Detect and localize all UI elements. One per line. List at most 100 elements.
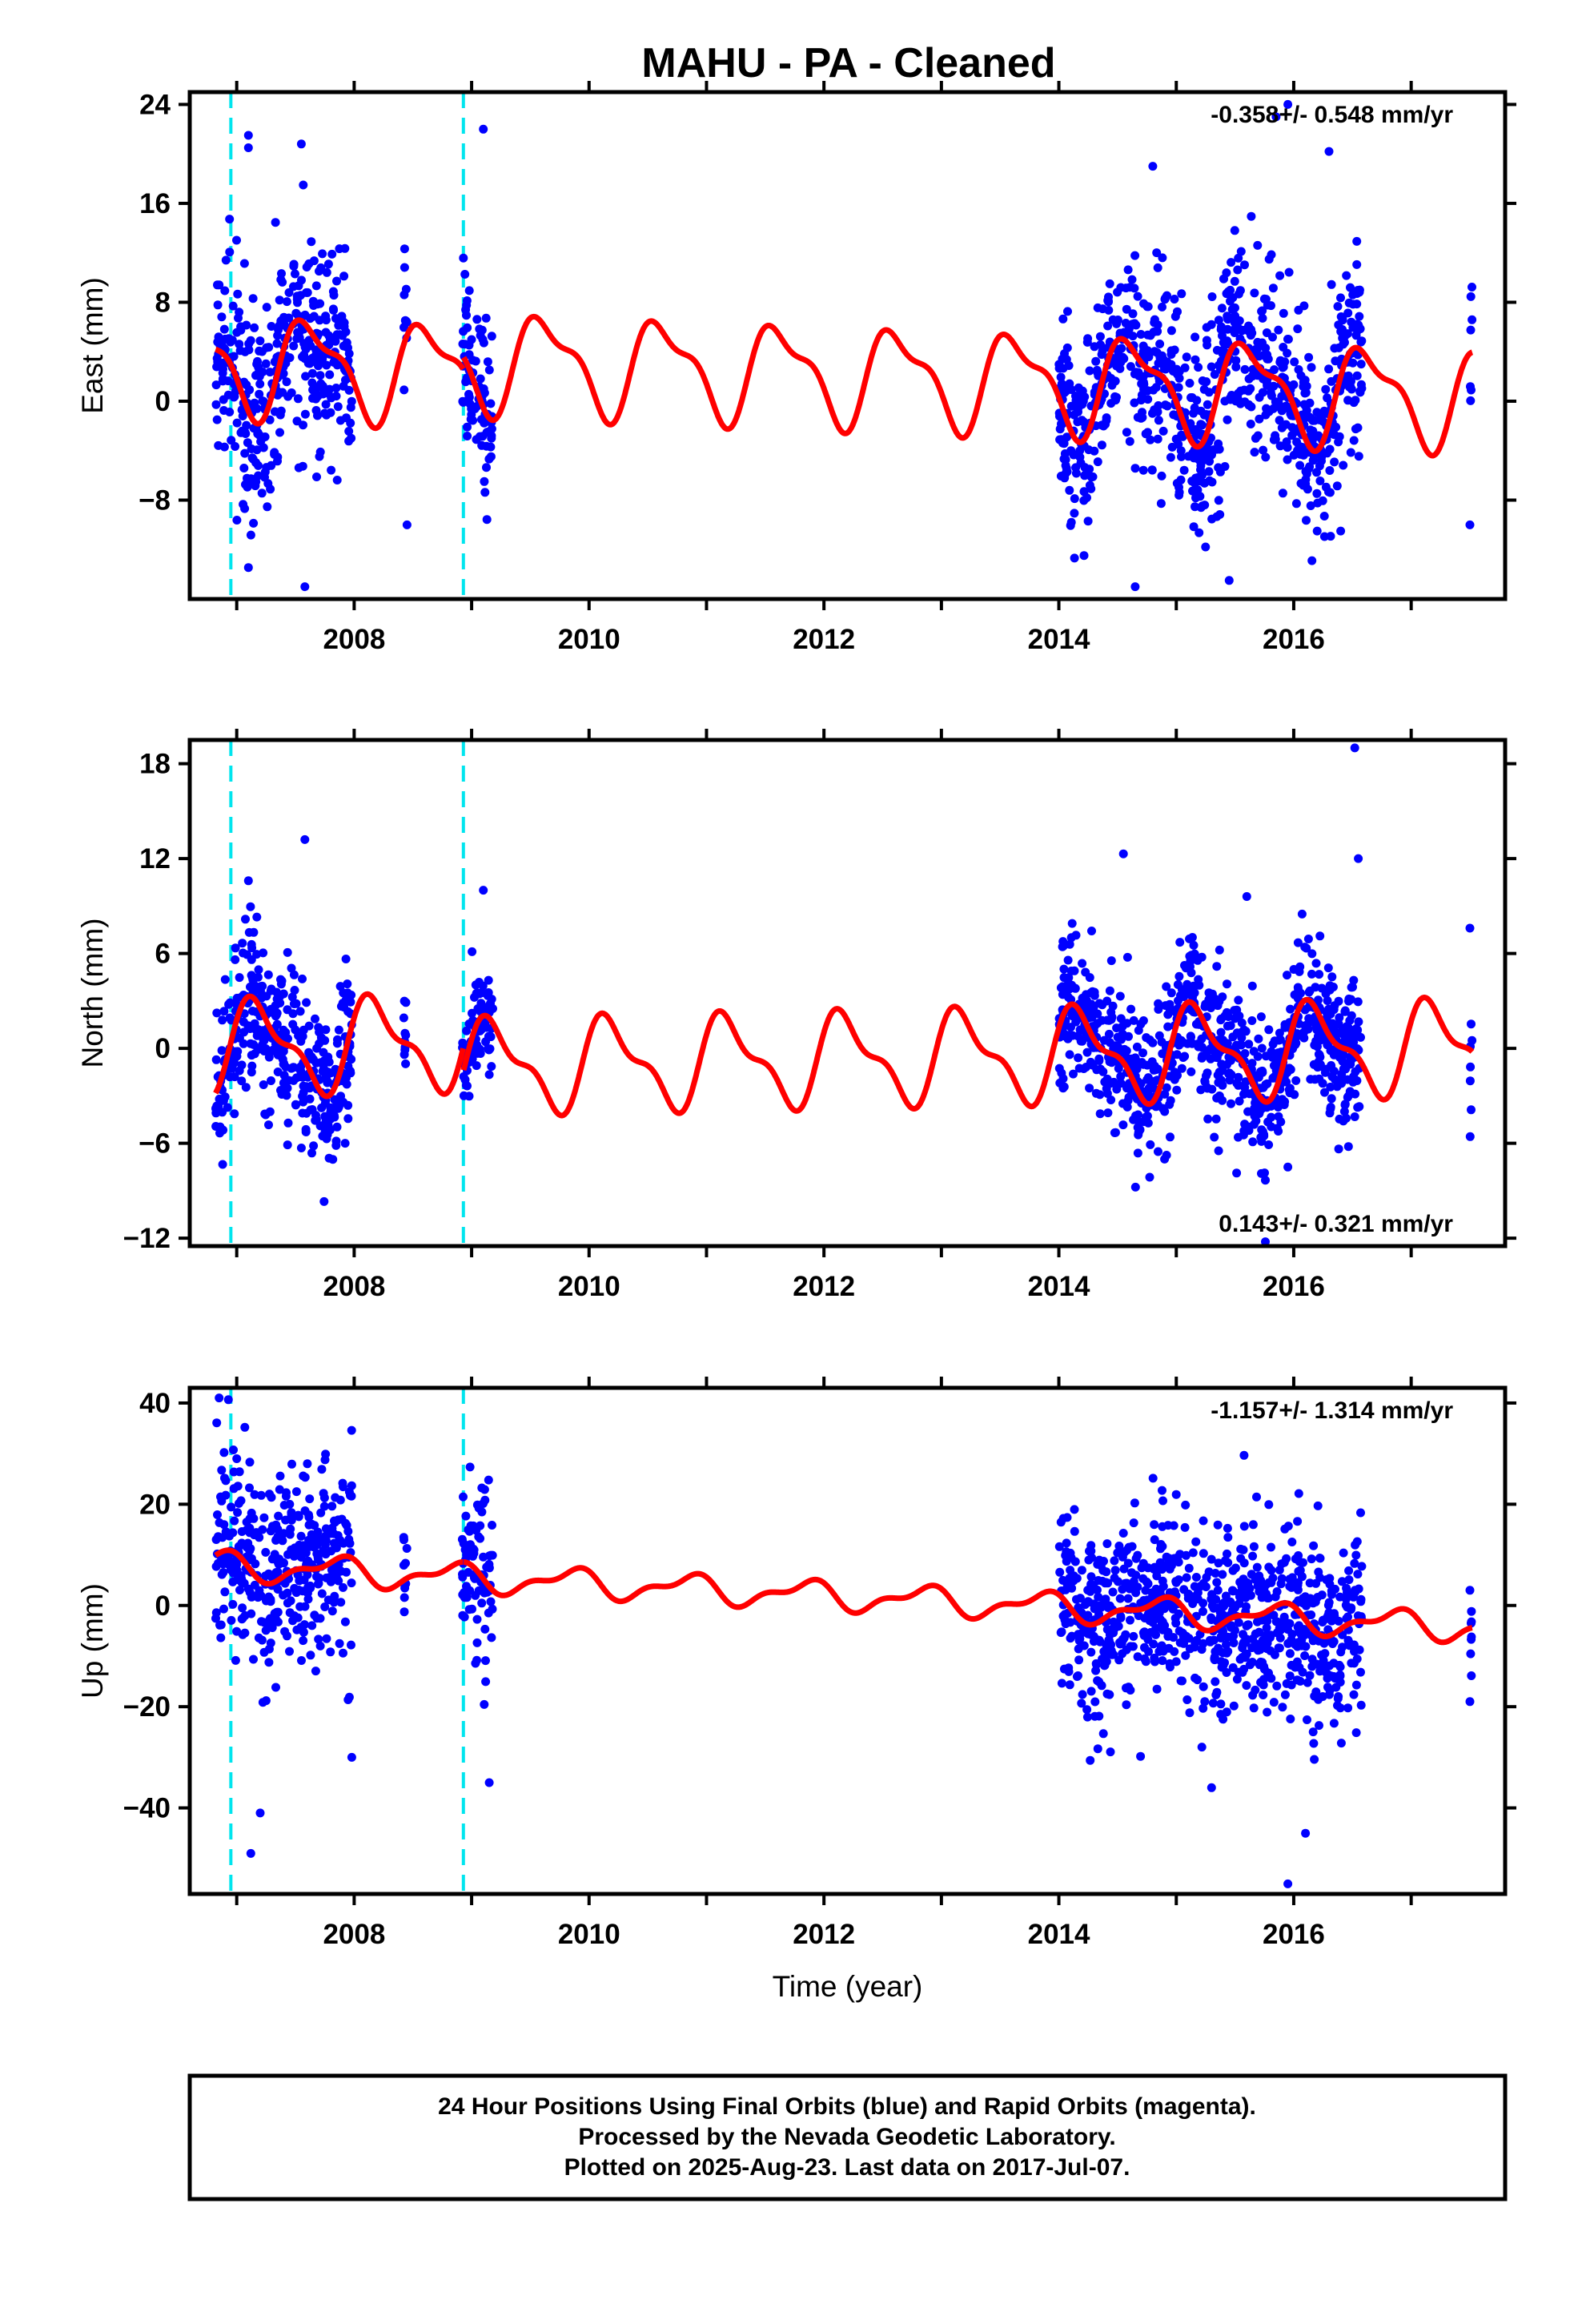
data-point <box>253 1529 262 1538</box>
data-point <box>1222 268 1231 278</box>
data-point <box>331 384 341 392</box>
data-point <box>285 353 295 363</box>
x-tick-label: 2014 <box>1028 624 1090 655</box>
data-point <box>235 1586 244 1594</box>
data-point <box>1340 1006 1350 1015</box>
data-point <box>304 1047 314 1057</box>
data-point <box>1315 970 1324 979</box>
data-point <box>1063 307 1072 316</box>
data-point <box>402 520 412 529</box>
data-point <box>1351 1540 1360 1550</box>
data-point <box>259 1080 268 1089</box>
data-point <box>1235 1655 1245 1664</box>
data-point <box>1264 1578 1274 1587</box>
data-point <box>1219 347 1228 356</box>
data-point <box>1182 1550 1191 1560</box>
data-point <box>1118 1120 1128 1130</box>
data-point <box>1225 1076 1235 1085</box>
data-point <box>1348 983 1357 992</box>
data-point <box>1066 517 1076 527</box>
data-point <box>1067 919 1077 928</box>
east-rate-label: -0.358+/- 0.548 mm/yr <box>1211 102 1453 128</box>
data-point <box>1166 1561 1176 1570</box>
data-point <box>1235 1592 1244 1602</box>
data-point <box>1174 488 1184 497</box>
data-point <box>1278 1703 1287 1712</box>
data-point <box>458 1610 468 1620</box>
data-point <box>1118 1649 1127 1659</box>
data-point <box>468 1604 476 1614</box>
data-point <box>230 1516 239 1526</box>
data-point <box>1125 436 1134 446</box>
data-point <box>1118 1529 1128 1538</box>
data-point <box>327 465 336 475</box>
data-point <box>1106 1640 1116 1650</box>
data-point <box>1071 468 1081 478</box>
data-point <box>1086 1057 1095 1067</box>
data-point <box>1234 1072 1243 1082</box>
data-point <box>1203 340 1212 350</box>
data-point <box>401 998 411 1007</box>
data-point <box>1352 320 1362 329</box>
data-point <box>1098 304 1107 314</box>
data-point <box>1322 1575 1331 1585</box>
data-point <box>480 1624 490 1634</box>
data-point <box>1239 1025 1249 1035</box>
data-point <box>1102 1567 1111 1577</box>
data-point <box>1130 251 1140 260</box>
data-point <box>1300 411 1309 420</box>
data-point <box>1057 1068 1066 1078</box>
data-point <box>1244 1039 1254 1049</box>
data-point <box>1075 452 1085 462</box>
data-point <box>1065 1050 1074 1059</box>
data-point <box>1204 467 1214 476</box>
data-point <box>1165 1072 1174 1081</box>
data-point <box>273 1050 283 1059</box>
data-point <box>317 1465 327 1474</box>
data-point <box>1077 416 1086 426</box>
data-point <box>1257 1168 1266 1178</box>
data-point <box>1133 1652 1142 1662</box>
data-point <box>219 1096 228 1105</box>
data-point <box>1096 1561 1106 1570</box>
data-point <box>484 1001 494 1011</box>
data-point <box>1112 1023 1122 1033</box>
data-point <box>1107 1648 1117 1658</box>
data-point <box>236 1496 246 1506</box>
data-point <box>1279 308 1288 318</box>
data-point <box>1212 1687 1222 1697</box>
data-point <box>233 1482 243 1491</box>
data-point <box>1349 975 1359 985</box>
data-point <box>242 420 251 430</box>
data-point <box>339 271 349 281</box>
data-point <box>1247 981 1257 991</box>
data-point <box>282 297 291 307</box>
data-point <box>400 1050 409 1059</box>
data-point <box>1324 147 1334 156</box>
data-point <box>1223 415 1232 424</box>
data-point <box>282 377 291 387</box>
data-point <box>1166 326 1176 336</box>
data-point <box>1105 986 1114 995</box>
data-point <box>1303 1715 1311 1724</box>
data-point <box>345 1538 355 1548</box>
data-point <box>1170 295 1179 304</box>
data-point <box>1340 1100 1350 1109</box>
data-point <box>1261 1176 1270 1185</box>
data-point <box>297 1656 306 1665</box>
data-point <box>478 981 488 991</box>
data-point <box>1158 1049 1167 1059</box>
data-point <box>243 1584 253 1594</box>
data-point <box>287 963 296 973</box>
data-point <box>1327 279 1336 289</box>
data-point <box>1198 501 1207 511</box>
data-point <box>1126 362 1135 372</box>
data-point <box>1055 1078 1065 1088</box>
data-point <box>1214 439 1223 448</box>
data-point <box>1235 1578 1245 1587</box>
data-point <box>274 1559 283 1569</box>
data-point <box>299 1636 308 1646</box>
data-point <box>1203 1068 1212 1078</box>
data-point <box>1466 382 1475 392</box>
data-point <box>1259 1691 1268 1699</box>
